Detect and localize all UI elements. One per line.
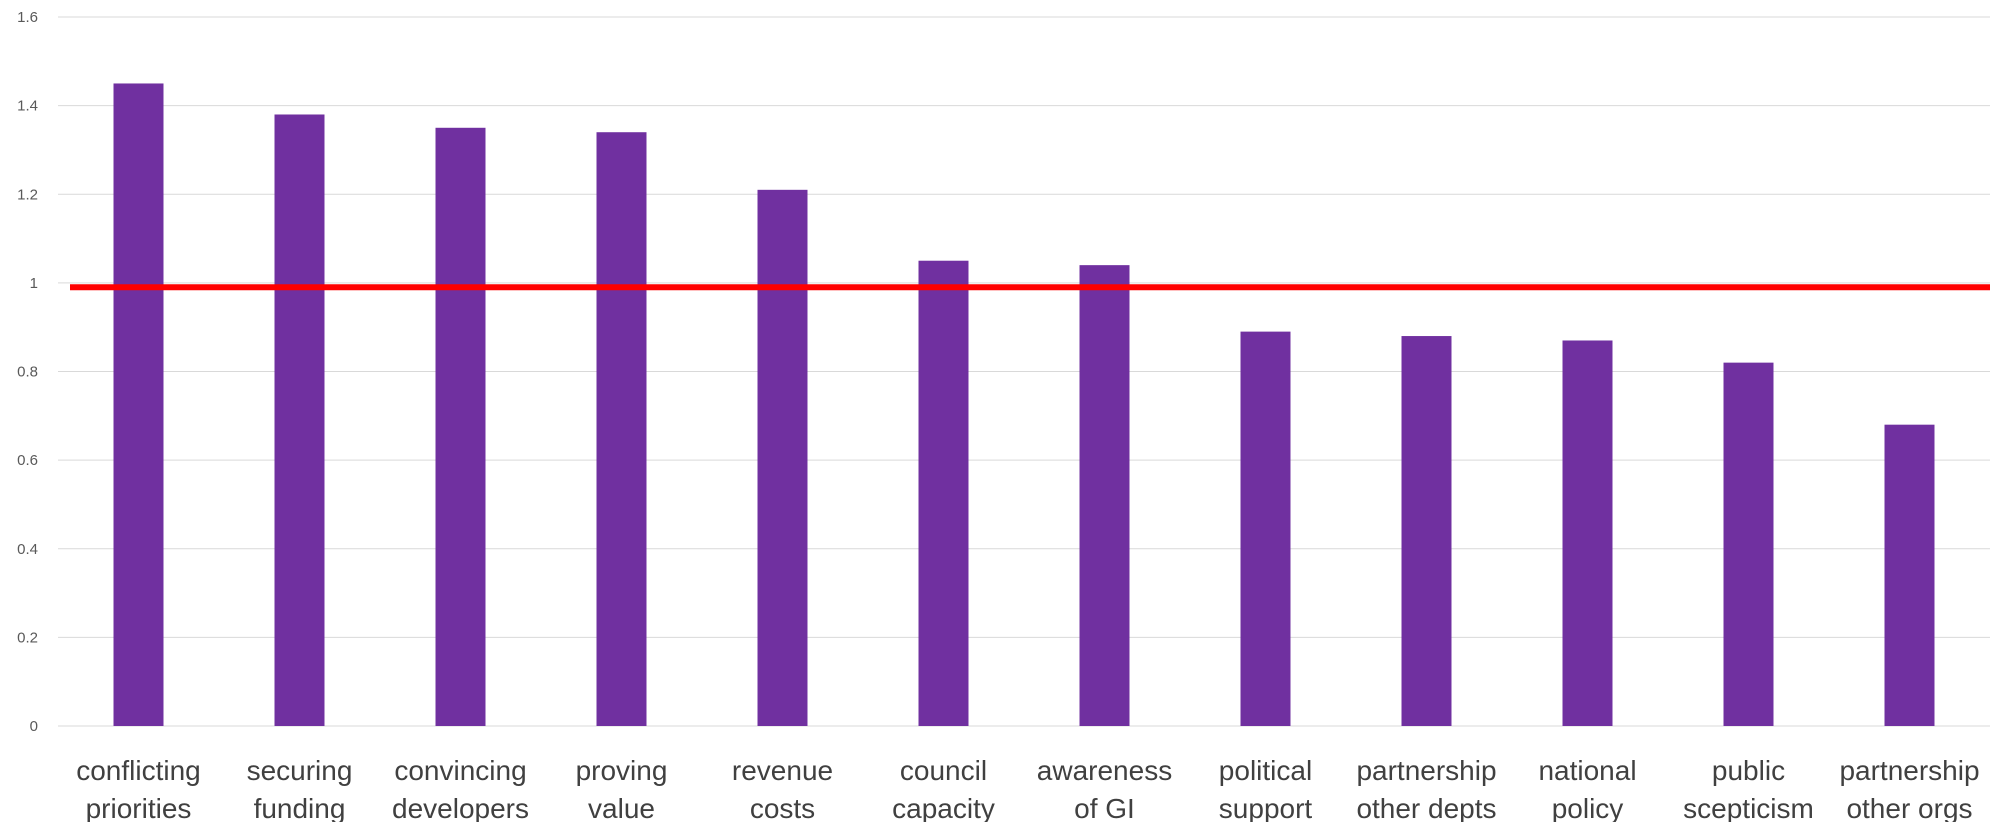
x-tick-label: revenue costs [732, 755, 833, 822]
x-tick-label: partnership other depts [1356, 755, 1496, 822]
bar [1562, 340, 1613, 726]
bars [113, 83, 1935, 727]
bar [1079, 265, 1130, 726]
y-tick-label: 1.2 [17, 186, 38, 203]
bar [1240, 331, 1291, 726]
x-tick-label: council capacity [892, 755, 995, 822]
bar [1723, 362, 1774, 726]
x-tick-label: securing funding [247, 755, 353, 822]
y-tick-label: 1 [30, 275, 38, 292]
x-tick-label: convincing developers [392, 755, 529, 822]
y-axis-tick-labels: 0 0.2 0.4 0.6 0.8 1 1.2 1.4 1.6 [17, 9, 38, 735]
bar [113, 83, 164, 726]
bar [435, 127, 486, 726]
bar [918, 260, 969, 726]
y-tick-label: 0.8 [17, 364, 38, 381]
y-tick-label: 1.6 [17, 9, 38, 26]
bar [757, 189, 808, 727]
y-tick-label: 0.4 [17, 541, 38, 558]
x-tick-label: political support [1219, 755, 1313, 822]
x-axis-tick-labels: conflicting priorities securing funding conv… [76, 755, 1979, 822]
y-tick-label: 0 [30, 718, 38, 735]
bar [1884, 424, 1935, 726]
y-tick-label: 0.2 [17, 629, 38, 646]
gridlines [58, 16, 1990, 727]
y-tick-label: 1.4 [17, 98, 38, 115]
x-tick-label: conflicting priorities [76, 755, 201, 822]
y-tick-label: 0.6 [17, 452, 38, 469]
x-tick-label: partnership other orgs [1839, 755, 1979, 822]
x-tick-label: proving value [576, 755, 668, 822]
x-tick-label: national policy [1538, 755, 1636, 822]
bar [596, 132, 647, 726]
bar [274, 114, 325, 727]
x-tick-label: public scepticism [1683, 755, 1814, 822]
x-tick-label: awareness of GI [1037, 755, 1172, 822]
bar [1401, 336, 1452, 726]
